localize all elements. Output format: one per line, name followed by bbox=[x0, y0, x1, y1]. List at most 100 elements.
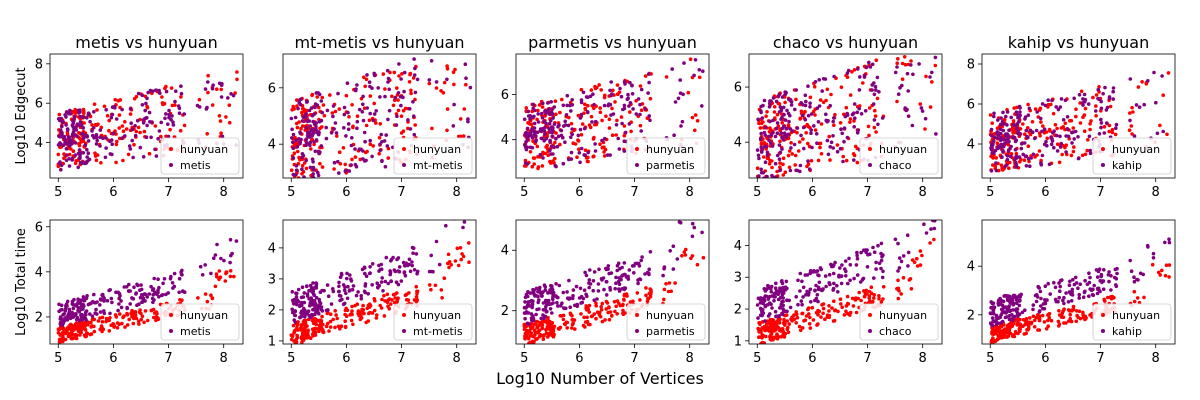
point-hunyuan bbox=[757, 335, 762, 339]
point-comparison bbox=[806, 159, 810, 163]
point-comparison bbox=[1161, 129, 1165, 134]
legend-entry: mt-metis bbox=[413, 159, 463, 172]
point-comparison bbox=[302, 175, 306, 178]
point-comparison bbox=[769, 290, 774, 294]
point-hunyuan bbox=[1059, 313, 1064, 318]
point-hunyuan bbox=[310, 92, 315, 97]
point-comparison bbox=[539, 136, 544, 141]
point-comparison bbox=[125, 305, 129, 310]
point-hunyuan bbox=[797, 140, 802, 144]
point-comparison bbox=[407, 257, 412, 262]
point-comparison bbox=[775, 131, 780, 135]
point-hunyuan bbox=[603, 147, 608, 152]
point-hunyuan bbox=[615, 299, 620, 303]
point-comparison bbox=[1055, 149, 1060, 153]
point-comparison bbox=[758, 306, 763, 311]
point-hunyuan bbox=[866, 124, 871, 129]
point-hunyuan bbox=[794, 97, 798, 102]
point-comparison bbox=[361, 94, 365, 99]
point-hunyuan bbox=[760, 340, 765, 344]
point-hunyuan bbox=[145, 318, 150, 323]
point-comparison bbox=[102, 309, 106, 313]
point-comparison bbox=[785, 309, 789, 314]
point-comparison bbox=[756, 153, 761, 158]
legend-marker bbox=[635, 163, 639, 167]
point-comparison bbox=[1031, 152, 1036, 157]
point-hunyuan bbox=[769, 332, 774, 336]
point-hunyuan bbox=[537, 328, 542, 333]
point-hunyuan bbox=[872, 296, 876, 300]
point-comparison bbox=[58, 128, 63, 132]
point-comparison bbox=[357, 107, 362, 112]
y-tick-label: 6 bbox=[734, 81, 742, 96]
point-comparison bbox=[877, 90, 881, 94]
point-comparison bbox=[906, 89, 910, 93]
point-comparison bbox=[831, 264, 835, 269]
point-comparison bbox=[828, 282, 832, 287]
point-hunyuan bbox=[58, 333, 62, 337]
point-comparison bbox=[546, 101, 550, 105]
point-comparison bbox=[399, 103, 403, 108]
point-comparison bbox=[296, 106, 300, 111]
point-hunyuan bbox=[559, 314, 564, 318]
point-comparison bbox=[81, 302, 85, 307]
point-hunyuan bbox=[570, 318, 574, 322]
point-hunyuan bbox=[697, 75, 702, 80]
point-hunyuan bbox=[872, 293, 876, 297]
point-hunyuan bbox=[548, 159, 552, 164]
point-hunyuan bbox=[787, 149, 792, 153]
point-hunyuan bbox=[873, 114, 878, 118]
point-comparison bbox=[312, 127, 316, 132]
point-comparison bbox=[1067, 290, 1072, 294]
point-comparison bbox=[1032, 136, 1037, 141]
point-hunyuan bbox=[121, 158, 125, 163]
point-hunyuan bbox=[143, 309, 148, 313]
point-comparison bbox=[761, 103, 765, 108]
point-hunyuan bbox=[399, 131, 404, 135]
point-comparison bbox=[1135, 277, 1139, 282]
point-hunyuan bbox=[563, 322, 567, 327]
point-comparison bbox=[632, 263, 636, 268]
point-hunyuan bbox=[300, 340, 304, 344]
point-comparison bbox=[675, 257, 680, 261]
point-hunyuan bbox=[439, 288, 444, 292]
point-hunyuan bbox=[390, 298, 394, 302]
point-comparison bbox=[607, 271, 611, 276]
point-hunyuan bbox=[1034, 315, 1039, 320]
point-comparison bbox=[291, 132, 296, 137]
point-comparison bbox=[1099, 106, 1104, 111]
point-comparison bbox=[161, 281, 165, 286]
point-comparison bbox=[872, 250, 877, 254]
point-comparison bbox=[566, 123, 571, 128]
point-comparison bbox=[996, 316, 1000, 321]
point-hunyuan bbox=[598, 142, 602, 146]
point-comparison bbox=[88, 312, 92, 316]
point-comparison bbox=[367, 271, 372, 276]
point-hunyuan bbox=[383, 87, 387, 91]
point-comparison bbox=[622, 103, 627, 108]
point-comparison bbox=[70, 310, 74, 315]
point-hunyuan bbox=[447, 265, 451, 270]
point-hunyuan bbox=[524, 106, 529, 110]
point-comparison bbox=[92, 135, 96, 140]
point-comparison bbox=[105, 298, 110, 303]
point-comparison bbox=[661, 273, 665, 278]
point-comparison bbox=[123, 134, 127, 138]
point-comparison bbox=[198, 264, 203, 269]
point-comparison bbox=[1114, 126, 1118, 130]
point-comparison bbox=[1096, 269, 1101, 274]
point-comparison bbox=[86, 139, 91, 143]
point-comparison bbox=[928, 75, 932, 79]
point-comparison bbox=[309, 106, 314, 110]
point-hunyuan bbox=[603, 318, 607, 322]
point-hunyuan bbox=[372, 308, 377, 313]
point-comparison bbox=[92, 110, 96, 114]
point-comparison bbox=[1064, 134, 1068, 138]
point-comparison bbox=[857, 106, 861, 111]
point-hunyuan bbox=[196, 296, 200, 300]
point-hunyuan bbox=[1031, 314, 1036, 319]
point-hunyuan bbox=[690, 115, 695, 120]
point-comparison bbox=[1113, 267, 1118, 272]
point-comparison bbox=[932, 226, 937, 231]
